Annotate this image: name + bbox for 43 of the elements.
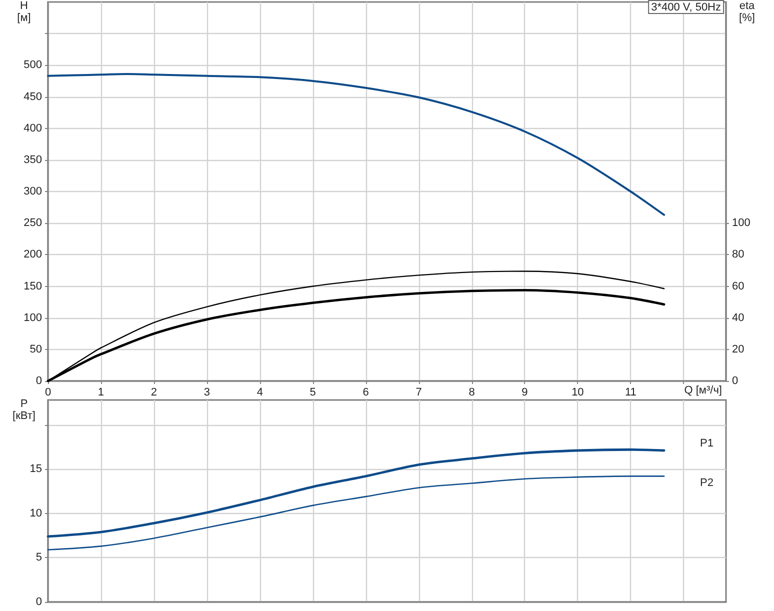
text: P2 xyxy=(700,477,714,490)
y2-tick-label: 20 xyxy=(732,343,744,356)
y-tick-label: 350 xyxy=(24,154,42,166)
x-tick-label: 6 xyxy=(362,386,369,398)
x-tick-label: 4 xyxy=(256,386,263,398)
y-axis-title: P [кВт] xyxy=(12,398,36,422)
x-tick-label: 10 xyxy=(572,386,584,398)
y-tick-label: 5 xyxy=(36,552,42,564)
x-tick-label: 2 xyxy=(150,386,157,398)
y2-tick-label: 60 xyxy=(732,280,744,292)
x-axis-title: Q [м³/ч] xyxy=(684,384,722,396)
y2-tick-label: 0 xyxy=(732,375,738,387)
y-tick-label: 200 xyxy=(24,248,42,261)
y2-tick-label: 40 xyxy=(732,312,744,324)
x-tick-label: 11 xyxy=(624,386,636,398)
x-tick-label: 7 xyxy=(416,386,422,398)
y2-axis-title: eta [%] xyxy=(739,0,756,24)
x-tick-label: 8 xyxy=(468,386,475,398)
y2-tick-label: 100 xyxy=(732,217,750,230)
x-tick-label: 3 xyxy=(204,386,210,398)
y-tick-label: 400 xyxy=(24,122,42,134)
y-tick-label: 10 xyxy=(30,507,42,520)
line-series xyxy=(47,476,665,550)
y-tick-label: 50 xyxy=(30,343,42,356)
y-tick-label: 300 xyxy=(24,186,42,198)
y-axis-title: H [м] xyxy=(17,0,31,24)
line-series xyxy=(47,73,666,216)
x-tick-label: 5 xyxy=(310,386,316,398)
x-tick-label: 1 xyxy=(98,386,104,398)
y2-tick-label: 80 xyxy=(732,248,744,261)
y-tick-label: 150 xyxy=(24,280,42,292)
text: P1 xyxy=(700,438,714,450)
y-tick-label: 450 xyxy=(24,90,42,103)
y-tick-label: 250 xyxy=(24,217,42,230)
y-tick-label: 500 xyxy=(24,59,42,72)
y-tick-label: 0 xyxy=(36,596,42,608)
y-tick-label: 15 xyxy=(30,463,42,476)
chart-title: 3*400 V, 50Hz xyxy=(651,2,722,14)
x-tick-label: 9 xyxy=(522,386,528,398)
line-series xyxy=(46,448,666,538)
x-tick-label: 0 xyxy=(44,386,52,398)
y-tick-label: 0 xyxy=(36,375,42,387)
y-tick-label: 100 xyxy=(24,312,42,324)
